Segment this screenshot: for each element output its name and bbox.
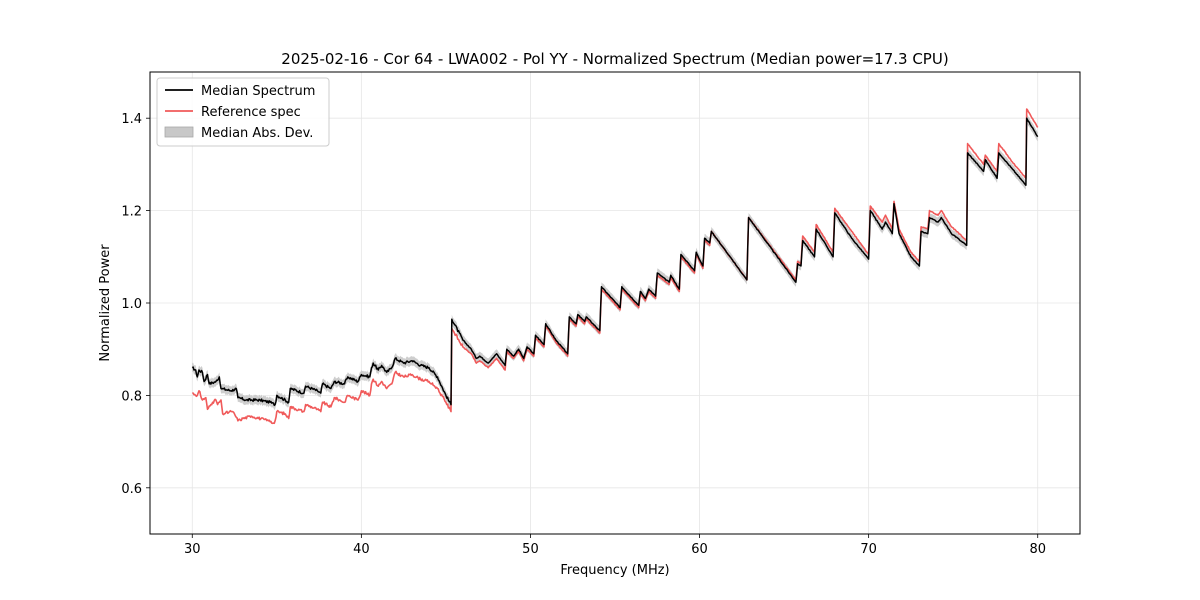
legend-mad-swatch [164,126,194,138]
series-layer [191,108,1039,425]
legend-reference-label: Reference spec [201,105,301,120]
x-tick-label: 30 [184,542,201,557]
legend-mad-label: Median Abs. Dev. [201,126,313,141]
chart-title: 2025-02-16 - Cor 64 - LWA002 - Pol YY - … [281,50,948,68]
x-tick-label: 80 [1029,542,1046,557]
legend-item-median: Median Spectrum [165,84,315,99]
x-axis-label: Frequency (MHz) [560,563,669,578]
y-tick-label: 1.2 [121,205,142,220]
mad-band [192,113,1038,410]
x-axis-ticks: 30 40 50 60 70 80 [184,534,1046,557]
y-tick-label: 1.0 [121,297,142,312]
y-axis-ticks: 0.6 0.8 1.0 1.2 1.4 [121,112,150,497]
x-tick-label: 40 [353,542,370,557]
y-tick-label: 1.4 [121,112,142,127]
grid [150,72,1080,534]
x-tick-label: 70 [860,542,877,557]
legend-item-reference: Reference spec [165,105,301,120]
median-spectrum-line [191,117,1039,407]
legend-box [156,77,330,147]
y-tick-label: 0.6 [121,482,142,497]
plot-area [149,71,1081,535]
legend-item-mad: Median Abs. Dev. [164,126,313,141]
y-axis-label: Normalized Power [98,244,113,362]
legend-median-label: Median Spectrum [201,84,315,99]
legend: Median Spectrum Reference spec Median Ab… [156,77,330,147]
x-tick-label: 60 [691,542,708,557]
x-tick-label: 50 [522,542,539,557]
y-tick-label: 0.8 [121,389,142,404]
